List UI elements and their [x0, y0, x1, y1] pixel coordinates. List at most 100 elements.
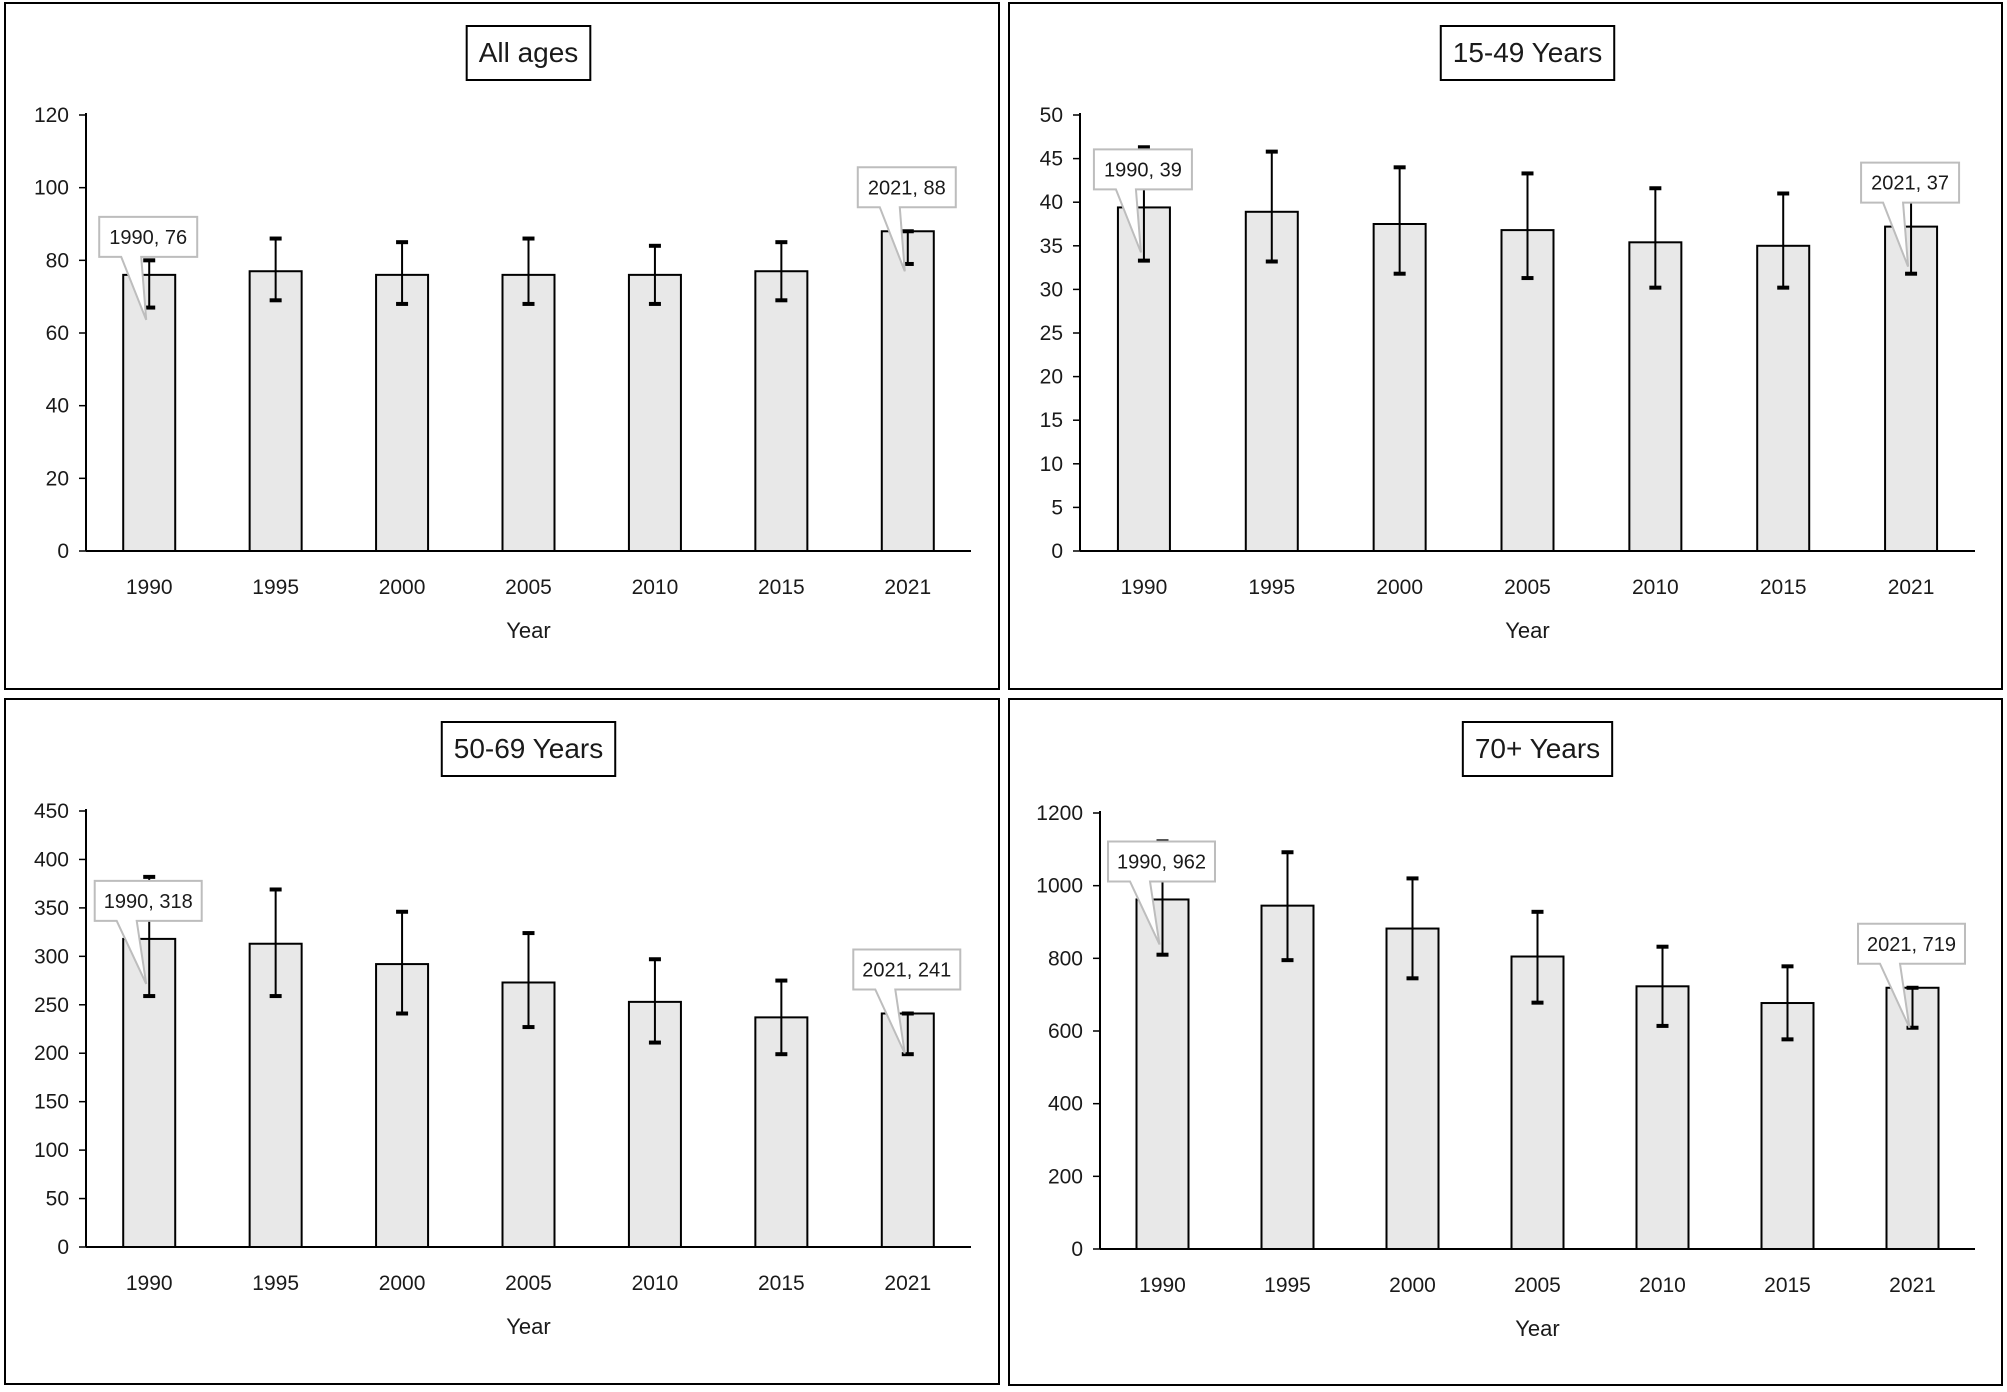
- y-tick-label: 50: [46, 1188, 69, 1211]
- x-axis-label: Year: [506, 1314, 550, 1339]
- y-tick-label: 350: [34, 897, 69, 920]
- bar: [754, 270, 809, 552]
- bar: [248, 270, 303, 552]
- x-axis-label: Year: [1515, 1316, 1559, 1341]
- x-tick-label: 2010: [1639, 1274, 1686, 1297]
- x-tick-label: 1990: [1139, 1274, 1186, 1297]
- x-tick-label: 2000: [379, 1272, 426, 1295]
- chart-svg-50-69-years: 50-69 Years 0 50 100 150 200 250 300 350 400 450 19…: [34, 721, 971, 1339]
- bar: [1135, 898, 1190, 1250]
- data-callout-box: [1107, 840, 1216, 945]
- x-tick-label: 1990: [126, 576, 173, 599]
- y-tick-label: 60: [46, 322, 69, 345]
- data-callout-label: 2021, 88: [868, 177, 946, 199]
- y-tick-label: 400: [34, 848, 69, 871]
- x-tick-label: 1995: [252, 576, 299, 599]
- y-tick-label: 100: [34, 1139, 69, 1162]
- bar: [122, 273, 177, 552]
- y-tick-label: 400: [1048, 1093, 1083, 1116]
- x-tick-label: 2005: [505, 576, 552, 599]
- y-tick-label: 150: [34, 1091, 69, 1114]
- x-tick-label: 2015: [758, 1272, 805, 1295]
- x-tick-label: 2015: [1760, 576, 1807, 599]
- y-tick-label: 35: [1040, 235, 1063, 258]
- x-tick-label: 1990: [126, 1272, 173, 1295]
- x-tick-label: 2021: [1888, 576, 1935, 599]
- chart-title: 50-69 Years: [454, 733, 603, 764]
- chart-title: 70+ Years: [1475, 733, 1600, 764]
- bar: [1756, 244, 1811, 553]
- y-tick-label: 15: [1040, 409, 1063, 432]
- bar: [1260, 904, 1315, 1250]
- y-tick-label: 1200: [1036, 802, 1083, 825]
- y-tick-label: 0: [57, 540, 69, 563]
- data-callout-box: [1860, 161, 1961, 267]
- data-callout-box: [93, 879, 203, 985]
- chart-panel-50-69-years: 50-69 Years 0 50 100 150 200 250 300 350 400 450 19…: [4, 698, 1000, 1385]
- chart-svg-15-49-years: 15-49 Years 0 5 10 15 20 25 30 35 40 45 50 1990 1995 2…: [1040, 25, 1975, 643]
- x-tick-label: 2000: [1376, 576, 1423, 599]
- y-tick-label: 5: [1051, 496, 1063, 519]
- y-tick-label: 200: [34, 1042, 69, 1065]
- data-callout-label: 2021, 241: [862, 959, 951, 981]
- bar: [1628, 241, 1683, 552]
- x-tick-label: 2005: [1514, 1274, 1561, 1297]
- data-callout-label: 2021, 37: [1871, 173, 1949, 195]
- y-tick-label: 10: [1040, 453, 1063, 476]
- chart-panel-15-49-years: 15-49 Years 0 5 10 15 20 25 30 35 40 45 50 1990 1995 2…: [1008, 2, 2003, 690]
- bar: [1244, 210, 1299, 553]
- data-callout-box: [852, 948, 962, 1054]
- chart-title-box: [465, 25, 592, 81]
- chart-panel-70-plus-years: 70+ Years 0 200 400 600 800 1000 1200 1990 1995 20…: [1008, 698, 2003, 1386]
- chart-title-box: [1461, 721, 1614, 777]
- chart-title: 15-49 Years: [1453, 37, 1602, 68]
- bar: [375, 273, 430, 552]
- y-tick-label: 45: [1040, 148, 1063, 171]
- x-axis-label: Year: [1505, 618, 1549, 643]
- bar: [1760, 1002, 1815, 1251]
- y-tick-label: 600: [1048, 1020, 1083, 1043]
- bar: [1372, 223, 1427, 552]
- bar: [880, 230, 935, 552]
- y-tick-label: 25: [1040, 322, 1063, 345]
- x-tick-label: 1990: [1121, 576, 1168, 599]
- data-callout-label: 2021, 719: [1867, 934, 1956, 956]
- bar: [1635, 985, 1690, 1250]
- x-tick-label: 2021: [884, 576, 931, 599]
- x-tick-label: 2021: [884, 1272, 931, 1295]
- x-tick-label: 2000: [379, 576, 426, 599]
- bar: [501, 273, 556, 552]
- data-callout-label: 1990, 962: [1117, 851, 1206, 873]
- chart-panel-all-ages: All ages 0 20 40 60 80 100 120 1990 1995 2000 2005 2…: [4, 2, 1000, 690]
- x-tick-label: 2005: [1504, 576, 1551, 599]
- x-tick-label: 1995: [252, 1272, 299, 1295]
- data-callout-box: [1092, 148, 1193, 253]
- chart-title: All ages: [479, 37, 579, 68]
- bar: [627, 273, 682, 552]
- y-tick-label: 1000: [1036, 875, 1083, 898]
- x-tick-label: 2010: [632, 576, 679, 599]
- x-tick-label: 2010: [1632, 576, 1679, 599]
- y-tick-label: 20: [1040, 366, 1063, 389]
- data-callout-label: 1990, 76: [109, 227, 187, 249]
- chart-title-box: [440, 721, 617, 777]
- x-tick-label: 2015: [758, 576, 805, 599]
- y-tick-label: 250: [34, 994, 69, 1017]
- data-callout-box: [98, 215, 199, 321]
- y-tick-label: 0: [57, 1236, 69, 1259]
- y-tick-label: 20: [46, 467, 69, 490]
- y-tick-label: 0: [1071, 1238, 1083, 1261]
- y-tick-label: 30: [1040, 278, 1063, 301]
- x-axis-label: Year: [506, 618, 550, 643]
- y-tick-label: 800: [1048, 947, 1083, 970]
- x-tick-label: 2015: [1764, 1274, 1811, 1297]
- data-callout-box: [1857, 922, 1966, 1029]
- chart-svg-70-plus-years: 70+ Years 0 200 400 600 800 1000 1200 1990 1995 20…: [1036, 721, 1975, 1341]
- chart-svg-all-ages: All ages 0 20 40 60 80 100 120 1990 1995 2000 2005 2…: [34, 25, 971, 643]
- y-tick-label: 300: [34, 945, 69, 968]
- x-tick-label: 2000: [1389, 1274, 1436, 1297]
- chart-title-box: [1439, 25, 1616, 81]
- y-tick-label: 50: [1040, 104, 1063, 127]
- y-tick-label: 450: [34, 800, 69, 823]
- x-tick-label: 2021: [1889, 1274, 1936, 1297]
